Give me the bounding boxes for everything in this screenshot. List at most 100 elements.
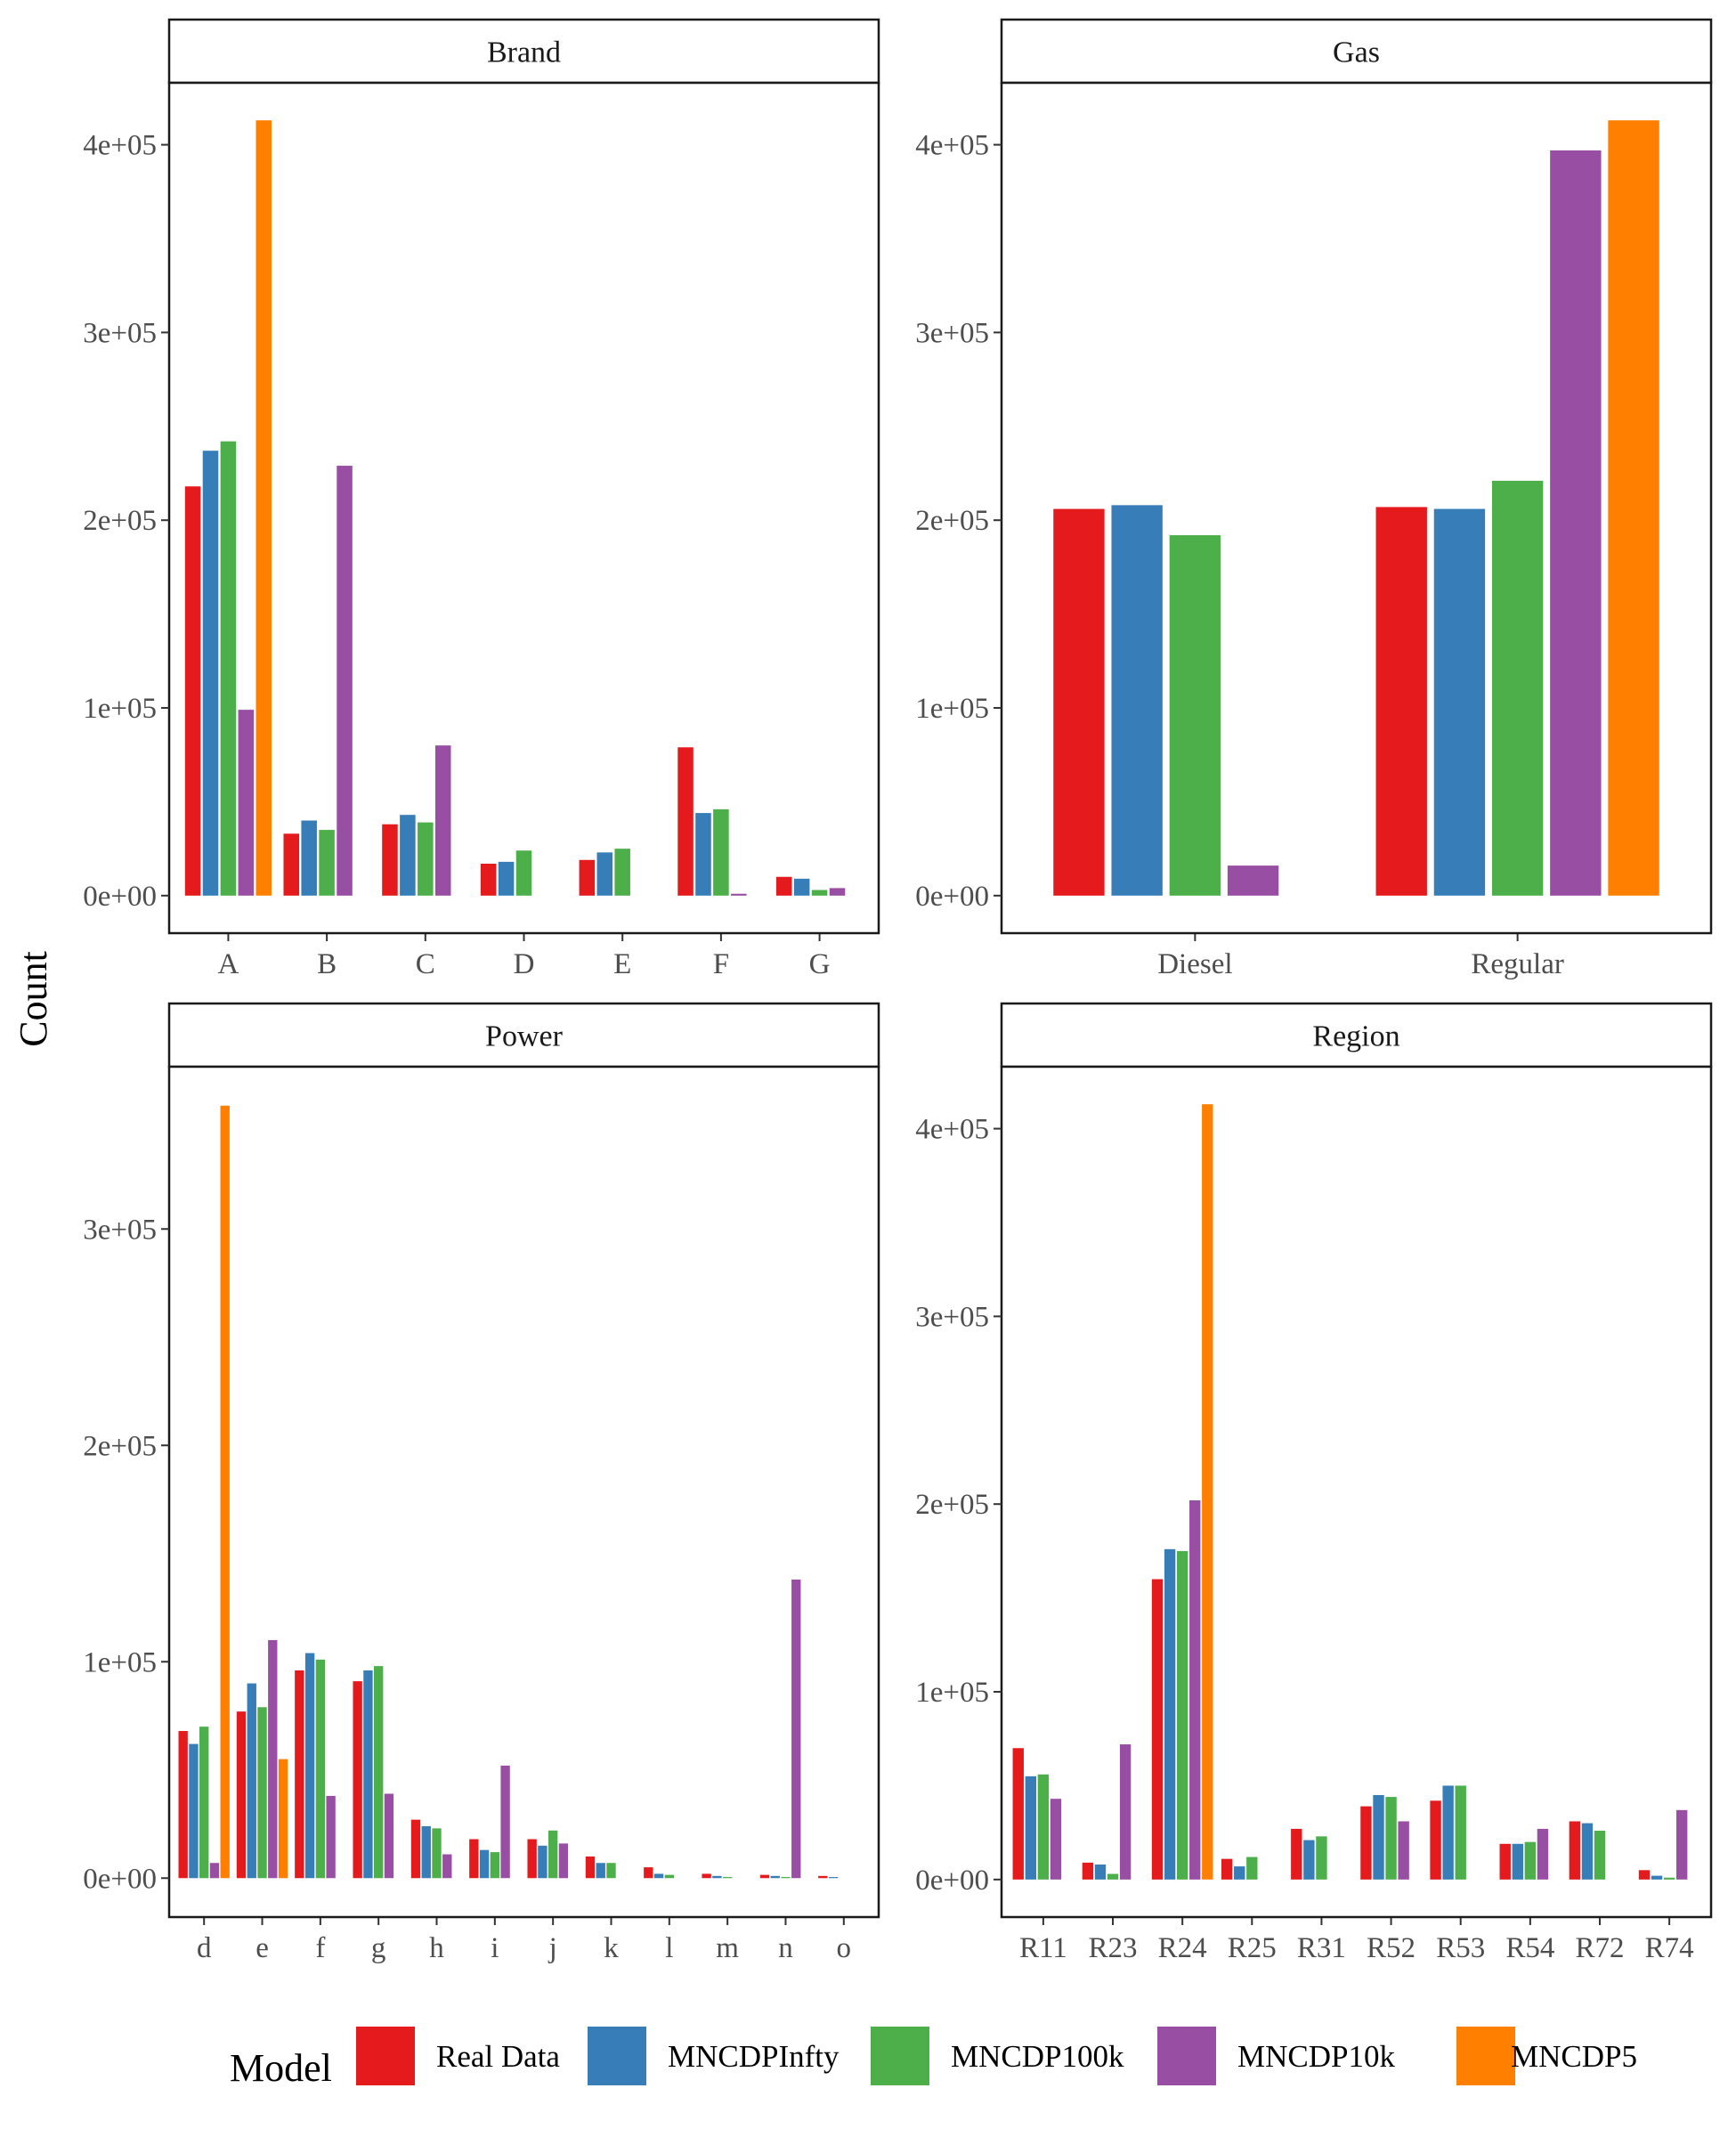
x-tick-label: F [713, 948, 729, 980]
bar-power-e-mncdp10k [268, 1639, 278, 1879]
bar-power-d-mncdp5 [220, 1105, 230, 1879]
bar-power-g-real-data [353, 1681, 362, 1879]
panel-border [1000, 81, 1713, 935]
y-tick-label: 0e+00 [915, 1865, 989, 1897]
x-tick-label: G [809, 948, 831, 980]
y-tick-label: 3e+05 [83, 317, 157, 349]
bar-power-h-mncdp10k [442, 1854, 452, 1879]
bar-region-r72-mncdpinfty [1581, 1823, 1594, 1880]
bar-power-e-mncdp5 [278, 1759, 288, 1879]
panel-title: Power [485, 1020, 564, 1053]
bar-brand-g-real-data [775, 876, 792, 896]
bar-region-r53-real-data [1430, 1800, 1441, 1880]
bar-region-r53-mncdpinfty [1442, 1785, 1454, 1880]
bar-brand-a-mncdp10k [238, 710, 255, 896]
x-tick-label: n [778, 1932, 793, 1964]
x-tick-label: D [514, 948, 535, 980]
y-tick-label: 1e+05 [915, 693, 989, 725]
legend-key-mncdp5 [1456, 2027, 1515, 2085]
bar-region-r24-mncdp10k [1189, 1499, 1201, 1880]
x-tick-label: R53 [1436, 1932, 1485, 1964]
legend: Model Real Data MNCDPInfty MNCDP100k MNCDP1… [230, 2027, 1637, 2090]
bar-brand-b-mncdpinfty [301, 820, 317, 896]
y-tick-label: 2e+05 [83, 1430, 157, 1462]
bar-brand-b-mncdp100k [319, 830, 335, 896]
bar-power-k-mncdpinfty [596, 1863, 605, 1879]
x-tick-label: o [837, 1932, 852, 1964]
bar-power-i-mncdp100k [490, 1852, 500, 1879]
bar-region-r72-mncdp100k [1594, 1831, 1606, 1880]
panel-title: Region [1312, 1020, 1399, 1053]
bar-brand-e-mncdp100k [614, 849, 630, 896]
bar-brand-a-real-data [184, 486, 201, 896]
x-tick-label: g [371, 1932, 386, 1964]
y-tick-label: 3e+05 [915, 317, 989, 349]
bar-power-o-real-data [818, 1875, 828, 1879]
bar-power-e-mncdpinfty [247, 1683, 256, 1879]
bar-region-r24-mncdp5 [1202, 1104, 1213, 1880]
panel-strip [167, 1002, 880, 1068]
bar-gas-diesel-mncdp100k [1169, 535, 1221, 896]
bar-power-f-mncdp100k [315, 1659, 326, 1879]
bar-gas-diesel-mncdpinfty [1111, 505, 1163, 896]
bar-region-r31-mncdpinfty [1303, 1840, 1315, 1880]
panel-region: Region R11 R23 R24 R25 R31 R52 R53 R54 R72 R74 0e+0… [915, 1002, 1713, 1964]
bar-region-r54-real-data [1499, 1843, 1511, 1880]
bar-power-e-mncdp100k [257, 1707, 267, 1879]
bar-brand-b-mncdp10k [337, 466, 353, 896]
y-tick-label: 4e+05 [83, 130, 157, 162]
bar-brand-f-mncdp100k [713, 808, 729, 896]
bar-power-l-real-data [644, 1867, 653, 1879]
bar-power-k-real-data [585, 1856, 596, 1879]
bar-region-r74-mncdp10k [1675, 1809, 1688, 1880]
x-tick-label: R74 [1645, 1932, 1694, 1964]
bar-power-j-mncdp100k [548, 1830, 558, 1879]
bar-brand-b-real-data [283, 833, 300, 896]
bar-power-d-mncdp10k [209, 1863, 220, 1879]
legend-key-real-data [356, 2027, 415, 2085]
x-tick-label: R52 [1367, 1932, 1416, 1964]
bar-brand-f-mncdpinfty [695, 813, 711, 896]
panel-background [1002, 1067, 1711, 1917]
bar-power-m-real-data [702, 1873, 711, 1879]
legend-title: Model [230, 2046, 332, 2090]
x-tick-label: R24 [1158, 1932, 1207, 1964]
bar-power-j-mncdpinfty [538, 1845, 548, 1879]
bar-brand-d-real-data [480, 864, 497, 896]
bar-brand-g-mncdp10k [829, 888, 846, 896]
panel-border [167, 1065, 880, 1919]
bar-power-l-mncdpinfty [653, 1873, 664, 1879]
x-tick-label: j [548, 1932, 557, 1964]
bar-region-r11-mncdp10k [1050, 1799, 1062, 1880]
x-tick-label: i [491, 1932, 499, 1964]
panel-brand: Brand A B C D E F G 0e+00 1e+05 2e+05 3e+05 4e+05 [83, 18, 880, 980]
bar-brand-d-mncdpinfty [498, 861, 515, 896]
bar-brand-d-mncdp100k [515, 850, 532, 896]
bar-gas-regular-real-data [1375, 507, 1427, 896]
bar-brand-c-mncdp100k [418, 822, 434, 896]
bar-power-m-mncdp100k [722, 1877, 733, 1879]
y-tick-label: 2e+05 [83, 505, 157, 537]
bar-region-r53-mncdp100k [1455, 1785, 1466, 1880]
legend-label: Real Data [436, 2039, 560, 2074]
bar-brand-g-mncdp100k [811, 890, 828, 896]
bar-power-h-real-data [410, 1819, 421, 1879]
x-tick-label: e [256, 1932, 269, 1964]
panel-title: Gas [1333, 37, 1380, 69]
bar-power-f-mncdp10k [326, 1795, 336, 1879]
bar-brand-c-mncdpinfty [400, 815, 416, 896]
y-tick-label: 1e+05 [83, 1646, 157, 1678]
bar-power-g-mncdp100k [374, 1666, 384, 1879]
bar-region-r23-mncdp100k [1107, 1873, 1119, 1880]
panel-gas: Gas Diesel Regular 0e+00 1e+05 2e+05 3e+05 4e+0… [915, 18, 1713, 980]
bar-power-n-mncdp10k [791, 1579, 801, 1879]
bar-power-o-mncdpinfty [828, 1877, 839, 1879]
panel-strip [1000, 1002, 1713, 1068]
bar-region-r52-mncdp100k [1385, 1797, 1397, 1880]
bar-power-e-real-data [236, 1711, 247, 1879]
bar-power-h-mncdp100k [432, 1828, 442, 1879]
panel-border [1000, 1065, 1713, 1919]
bar-brand-a-mncdpinfty [202, 451, 219, 896]
y-tick-label: 0e+00 [83, 1863, 157, 1895]
